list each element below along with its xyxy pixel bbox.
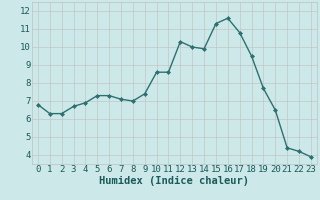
- X-axis label: Humidex (Indice chaleur): Humidex (Indice chaleur): [100, 176, 249, 186]
